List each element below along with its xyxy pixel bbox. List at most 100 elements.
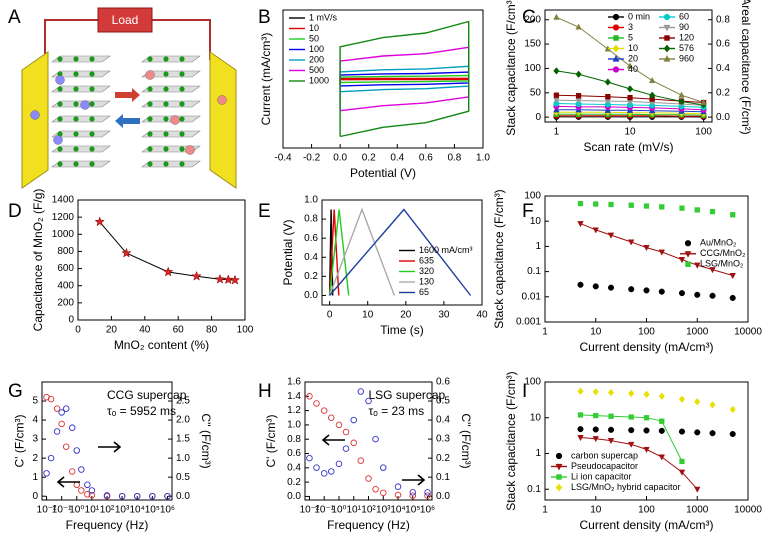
x-tick-label: 10⁰	[69, 505, 84, 516]
marker	[320, 407, 328, 414]
marker	[342, 445, 350, 452]
mno2-particle	[179, 101, 185, 107]
marker	[694, 398, 701, 406]
annotation: LSG supercap	[369, 388, 446, 402]
marker	[678, 290, 686, 297]
marker	[700, 98, 707, 106]
marker	[350, 439, 357, 447]
marker	[424, 492, 431, 499]
ion	[53, 135, 63, 145]
mno2-particle	[57, 86, 63, 92]
legend-label: 576	[679, 43, 694, 53]
x-tick-label: 10⁻²	[300, 505, 320, 516]
marker	[58, 420, 65, 428]
y2-tick-label: 0.6	[716, 39, 730, 50]
y2-tick-label: 2.0	[176, 415, 190, 426]
y-tick-label: 0.0	[304, 290, 318, 301]
marker	[626, 85, 634, 93]
x-tick-label: 10000	[734, 505, 762, 516]
mno2-particle	[147, 161, 153, 167]
plot-frame	[544, 9, 713, 123]
marker	[575, 23, 582, 30]
legend-label: 60	[679, 11, 689, 21]
legend-label: Pseudocapacitor	[571, 461, 638, 471]
x-tick-label: 10³	[376, 505, 391, 516]
x-tick-label: 0.2	[362, 153, 376, 164]
marker	[729, 405, 736, 414]
marker	[577, 200, 584, 207]
marker	[53, 428, 61, 435]
legend-marker	[556, 474, 562, 480]
marker	[365, 475, 372, 482]
marker	[628, 389, 635, 398]
marker	[608, 413, 614, 419]
x-tick-label: 10¹	[347, 505, 362, 516]
x-tick-label: 20	[400, 310, 412, 321]
y2-tick-label: 0.0	[716, 112, 730, 123]
marker	[553, 92, 560, 98]
marker	[679, 458, 685, 465]
marker	[592, 388, 599, 396]
arrow	[115, 114, 140, 128]
mno2-particle	[163, 101, 169, 107]
y-tick-label: 0.4	[287, 462, 301, 473]
graphene-sheet	[141, 55, 201, 63]
marker	[709, 430, 716, 437]
marker	[380, 489, 387, 497]
mno2-particle	[179, 56, 185, 62]
marker	[577, 221, 584, 228]
marker	[607, 284, 615, 291]
marker	[357, 388, 365, 395]
legend-marker	[612, 13, 620, 21]
y-axis-label: Capacitance of MnO₂ (F/g)	[31, 189, 45, 332]
y2-axis-label: Areal capacitance (F/cm²)	[739, 0, 753, 135]
y2-axis-label: C'' (F/cm³)	[459, 413, 473, 468]
mno2-particle	[179, 131, 185, 137]
x-tick-label: 0.4	[390, 153, 404, 164]
x-tick-label: 10⁴	[390, 505, 405, 516]
x-tick-label: 0	[75, 325, 81, 336]
marker	[342, 428, 350, 436]
marker	[306, 454, 313, 462]
y-tick-label: 0	[32, 491, 38, 502]
y2-tick-label: 0.8	[716, 14, 730, 25]
marker	[643, 245, 650, 252]
mno2-particle	[89, 146, 95, 152]
y-tick-label: 200	[57, 297, 74, 308]
marker	[678, 91, 685, 98]
y-axis-label: C' (F/cm³)	[264, 415, 278, 468]
axis-arrow	[321, 434, 345, 446]
y2-axis-label: C'' (F/cm³)	[199, 413, 213, 468]
marker	[350, 416, 357, 424]
y-tick-label: 1400	[52, 195, 75, 206]
marker	[729, 294, 736, 302]
y-tick-label: 100	[524, 377, 541, 388]
marker	[643, 427, 650, 434]
marker	[553, 67, 560, 75]
graphene-sheet	[141, 130, 201, 138]
y2-tick-label: 0.4	[716, 63, 730, 74]
marker	[372, 486, 379, 493]
legend-marker	[612, 55, 620, 62]
mno2-particle	[89, 101, 95, 107]
y-tick-label: 1	[32, 472, 38, 483]
wire	[44, 19, 100, 60]
mno2-particle	[73, 131, 79, 137]
legend-marker	[555, 452, 563, 460]
y-tick-label: 1	[535, 448, 541, 459]
graphene-sheet	[51, 145, 111, 153]
ion	[55, 75, 65, 85]
mno2-particle	[73, 71, 79, 77]
x-tick-label: 10	[362, 310, 374, 321]
legend-marker	[685, 261, 691, 267]
marker	[88, 487, 96, 494]
marker	[68, 424, 76, 431]
y-tick-label: 1000	[52, 229, 75, 240]
mno2-particle	[179, 116, 185, 122]
marker	[357, 457, 365, 464]
legend-label: 130	[419, 276, 434, 286]
graphene-sheet	[141, 85, 201, 93]
x-tick-label: 10⁻¹	[314, 505, 334, 516]
legend-label: LSG/MnO₂	[700, 259, 744, 269]
marker	[577, 412, 584, 418]
